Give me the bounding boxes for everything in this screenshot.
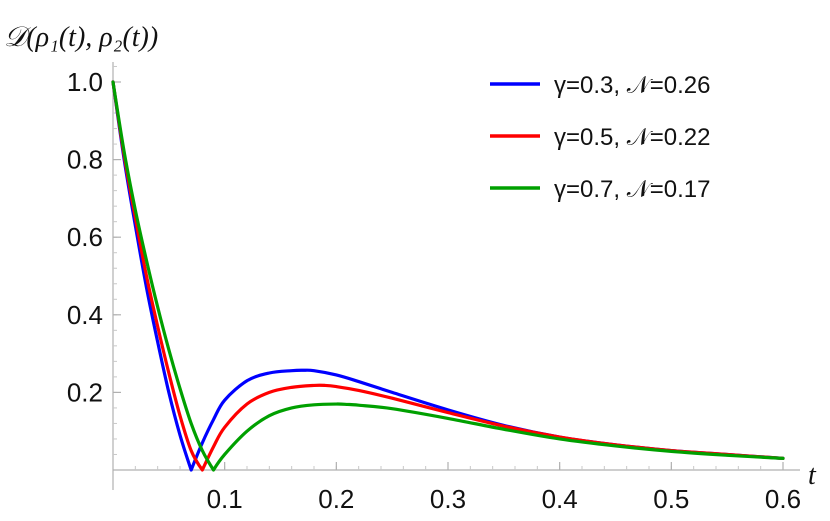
x-axis-title: t bbox=[808, 460, 817, 491]
series-line-2 bbox=[111, 80, 785, 472]
legend-label-3: γ=0.7, 𝒩=0.17 bbox=[554, 176, 710, 203]
x-tick-label: 0.6 bbox=[765, 484, 801, 514]
x-tick-label: 0.1 bbox=[207, 484, 243, 514]
y-tick-label: 0.2 bbox=[67, 377, 103, 407]
x-tick-label: 0.2 bbox=[318, 484, 354, 514]
tick-labels: 0.1 0.2 0.3 0.4 0.5 0.6 0.2 0.4 0.6 0.8 1.0 bbox=[67, 67, 801, 514]
x-tick-label: 0.3 bbox=[430, 484, 466, 514]
series-group bbox=[111, 80, 785, 472]
legend-label-2: γ=0.5, 𝒩=0.22 bbox=[554, 124, 710, 151]
legend: γ=0.3, 𝒩=0.26 γ=0.5, 𝒩=0.22 γ=0.7, 𝒩=0.17 bbox=[490, 72, 710, 203]
axes bbox=[112, 62, 800, 490]
y-tick-label: 0.4 bbox=[67, 300, 103, 330]
series-line-3 bbox=[111, 80, 785, 472]
y-tick-label: 0.6 bbox=[67, 222, 103, 252]
x-tick-label: 0.5 bbox=[653, 484, 689, 514]
x-tick-label: 0.4 bbox=[542, 484, 578, 514]
legend-label-1: γ=0.3, 𝒩=0.26 bbox=[554, 72, 710, 99]
y-tick-label: 1.0 bbox=[67, 67, 103, 97]
y-axis-title: 𝒟(ρ₁(t), ρ₂(t)) bbox=[4, 22, 158, 53]
y-tick-label: 0.8 bbox=[67, 145, 103, 175]
